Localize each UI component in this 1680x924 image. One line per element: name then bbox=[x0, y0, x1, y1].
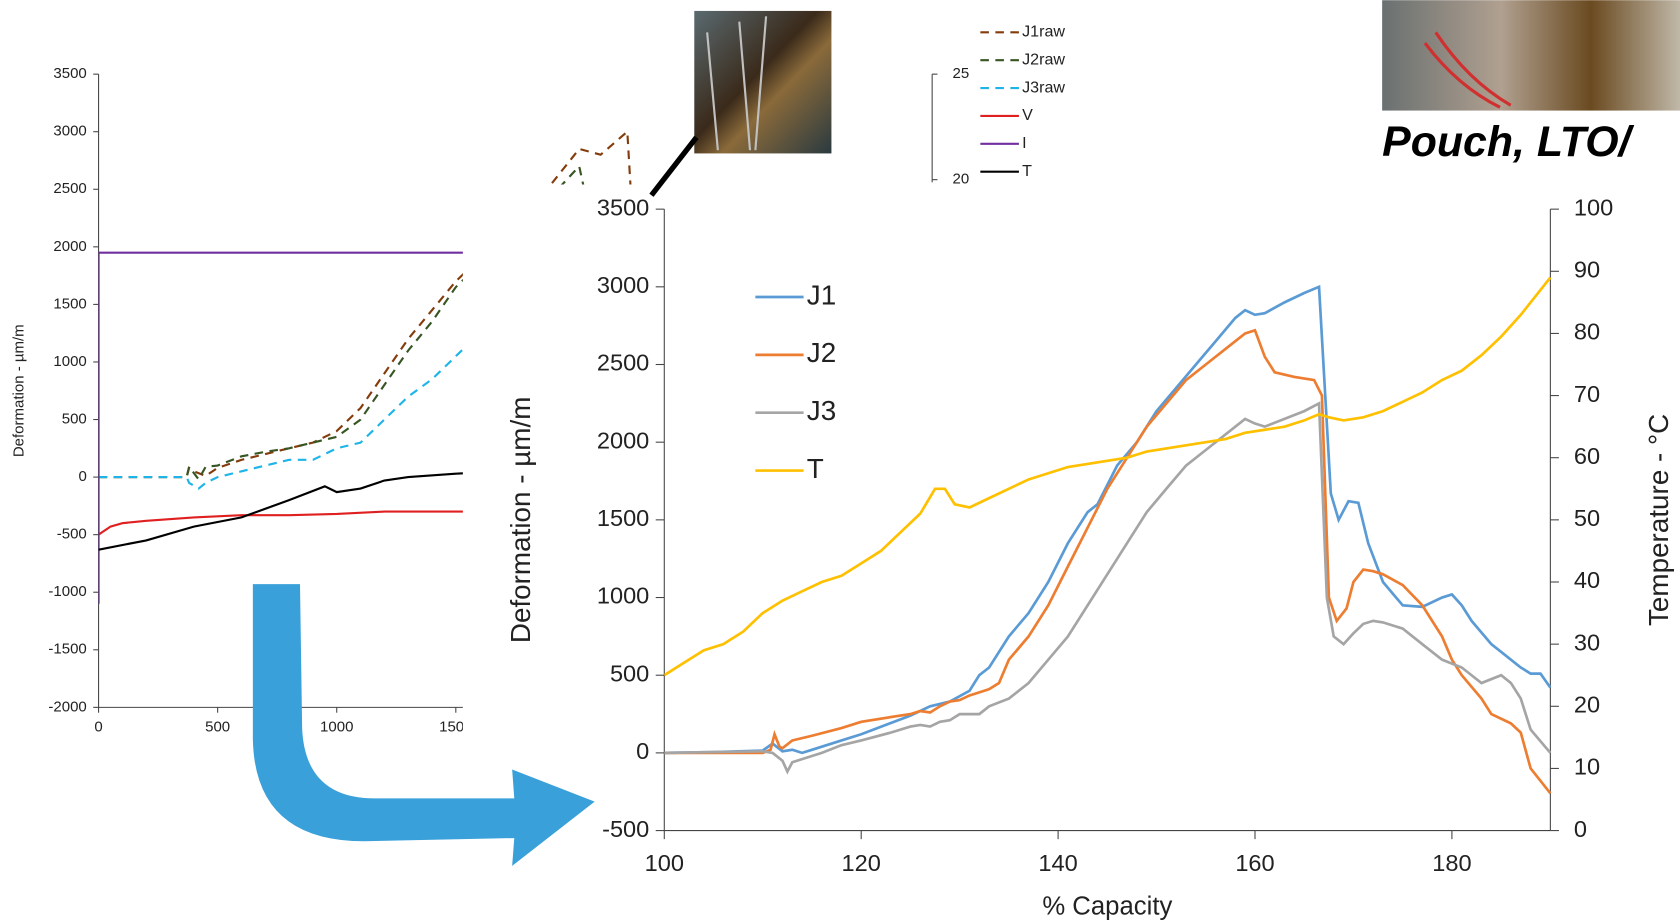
legend-label: J3raw bbox=[1022, 78, 1065, 96]
legend-label: J1raw bbox=[1022, 23, 1065, 41]
y-tick-label: -500 bbox=[602, 816, 649, 842]
y2-tick-label: 40 bbox=[1574, 567, 1600, 593]
legend-label: J3 bbox=[807, 395, 836, 426]
y2-tick-label: 0 bbox=[1574, 816, 1587, 842]
cell-photo bbox=[694, 11, 831, 154]
y-tick-label: 2500 bbox=[53, 180, 86, 197]
x-tick-label: 120 bbox=[842, 850, 881, 876]
y-tick-label: -1500 bbox=[48, 641, 86, 658]
legend-label: J2raw bbox=[1022, 50, 1065, 68]
x-tick-label: 160 bbox=[1235, 850, 1274, 876]
x-tick-label: 0 bbox=[94, 719, 102, 736]
y-tick-label: 2500 bbox=[597, 350, 649, 376]
x-tick-label: 140 bbox=[1038, 850, 1077, 876]
series-line bbox=[99, 512, 480, 535]
y-tick-label: -1000 bbox=[48, 583, 86, 600]
y-tick-label: 0 bbox=[636, 738, 649, 764]
y2-tick-label: 25 bbox=[953, 65, 970, 82]
y2-axis-title: Temperature - °C bbox=[1643, 414, 1674, 626]
y2-tick-label: 50 bbox=[1574, 505, 1600, 531]
pouch-photo bbox=[1382, 0, 1680, 110]
y-tick-label: 2000 bbox=[53, 238, 86, 255]
x-tick-label: 100 bbox=[645, 850, 684, 876]
y-tick-label: 3500 bbox=[597, 194, 649, 220]
y2-tick-label: 70 bbox=[1574, 381, 1600, 407]
y-tick-label: 3000 bbox=[597, 272, 649, 298]
series-line bbox=[99, 333, 480, 488]
y-tick-label: 1000 bbox=[53, 353, 86, 370]
legend-label: V bbox=[1022, 106, 1033, 124]
y-tick-label: -500 bbox=[57, 526, 87, 543]
legend-label: T bbox=[807, 453, 824, 484]
y-axis-title: Deformation - µm/m bbox=[10, 324, 27, 457]
x-tick-label: 180 bbox=[1432, 850, 1471, 876]
y-tick-label: 3500 bbox=[53, 65, 86, 82]
y2-tick-label: 80 bbox=[1574, 319, 1600, 345]
legend-label: T bbox=[1022, 162, 1032, 180]
x-axis-title: % Capacity bbox=[1042, 893, 1172, 921]
overlay: Pouch, LTO/ bbox=[463, 0, 1680, 924]
y2-tick-label: 100 bbox=[1574, 194, 1613, 220]
caption: Pouch, LTO/ bbox=[1382, 118, 1634, 166]
page: {"caption": "Pouch, LTO/", "chart_data":… bbox=[0, 0, 1680, 924]
legend-label: J1 bbox=[807, 279, 836, 310]
y2-tick-label: 90 bbox=[1574, 257, 1600, 283]
y2-tick-label: 10 bbox=[1574, 754, 1600, 780]
y-tick-label: 0 bbox=[78, 468, 86, 485]
x-tick-label: 500 bbox=[205, 719, 230, 736]
y-tick-label: 1500 bbox=[53, 295, 86, 312]
y2-tick-label: 30 bbox=[1574, 629, 1600, 655]
y-tick-label: 500 bbox=[610, 660, 649, 686]
y-tick-label: 1500 bbox=[597, 505, 649, 531]
y-tick-label: -2000 bbox=[48, 698, 86, 715]
x-tick-label: 1000 bbox=[320, 719, 353, 736]
y2-tick-label: 20 bbox=[1574, 692, 1600, 718]
slide: -2000-1500-1000-500050010001500200025003… bbox=[0, 0, 1680, 924]
y-tick-label: 500 bbox=[62, 411, 87, 428]
y-tick-label: 2000 bbox=[597, 427, 649, 453]
series-line bbox=[99, 253, 480, 604]
y-tick-label: 1000 bbox=[597, 583, 649, 609]
legend-label: I bbox=[1022, 134, 1026, 152]
y-tick-label: 3000 bbox=[53, 123, 86, 140]
legend-label: J2 bbox=[807, 337, 836, 368]
y2-tick-label: 60 bbox=[1574, 443, 1600, 469]
y-axis-title: Deformation - µm/m bbox=[505, 397, 536, 644]
